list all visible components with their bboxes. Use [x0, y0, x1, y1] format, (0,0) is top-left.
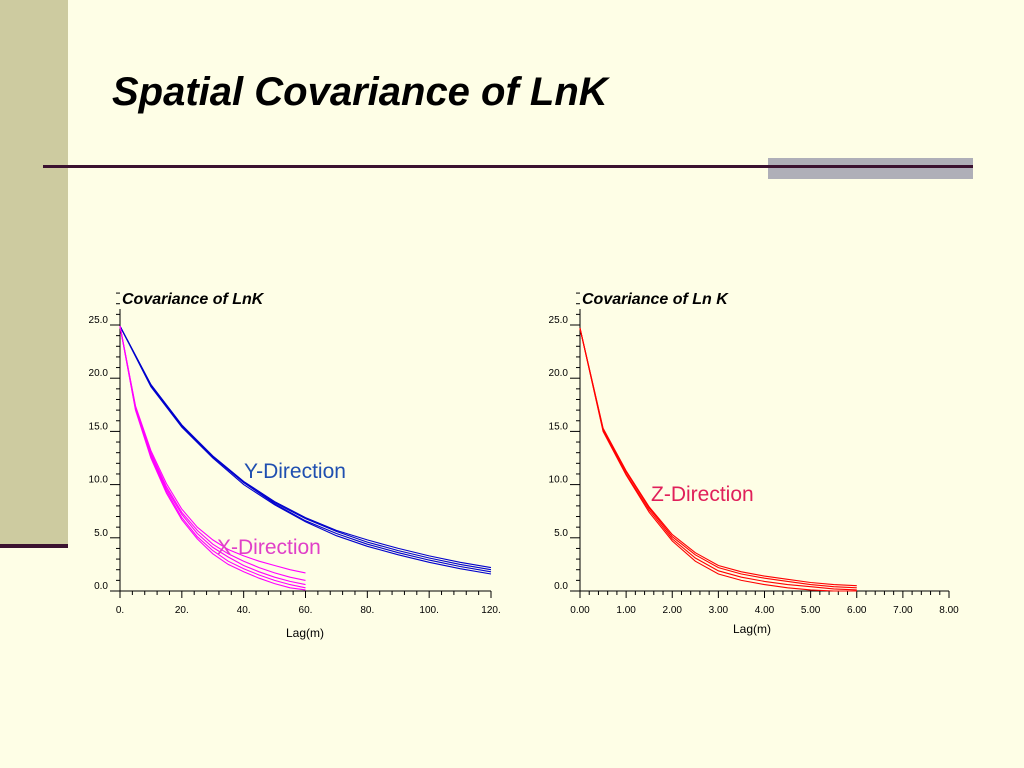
x-tick-label: 2.00 — [663, 605, 683, 616]
page-title: Spatial Covariance of LnK — [112, 70, 608, 114]
x-tick-label: 1.00 — [616, 605, 636, 616]
x-tick-label: 0.00 — [570, 605, 590, 616]
y-tick-label: 10.0 — [89, 475, 109, 486]
x-tick-label: 4.00 — [755, 605, 775, 616]
x-tick-label: 20. — [175, 605, 189, 616]
x-tick-label: 7.00 — [893, 605, 913, 616]
sidebar-decoration — [0, 0, 68, 548]
series-line-2 — [579, 328, 857, 591]
x-tick-label: 60. — [299, 605, 313, 616]
rule-accent-line — [768, 165, 973, 168]
x-tick-label: 3.00 — [709, 605, 729, 616]
title-rule — [43, 165, 973, 168]
x-tick-label: 40. — [237, 605, 251, 616]
series-line-1 — [579, 328, 857, 589]
x-tick-label: 8.00 — [939, 605, 959, 616]
series-line-1 — [119, 325, 492, 571]
x-tick-label: 120. — [481, 605, 500, 616]
x-tick-label: 0. — [116, 605, 124, 616]
series-line-3 — [119, 325, 492, 575]
annotation-label: Z-Direction — [651, 483, 754, 506]
chart-title: Covariance of LnK — [122, 291, 265, 308]
y-tick-label: 25.0 — [549, 315, 569, 326]
y-tick-label: 0.0 — [554, 581, 568, 592]
x-tick-label: 5.00 — [801, 605, 821, 616]
annotation-label: Y-Direction — [244, 460, 346, 483]
x-tick-label: 100. — [419, 605, 438, 616]
series-line-7 — [119, 325, 306, 589]
rule-accent-block — [768, 158, 973, 179]
chart-title: Covariance of Ln K — [582, 291, 729, 308]
series-line-8 — [119, 326, 306, 591]
y-tick-label: 20.0 — [89, 368, 109, 379]
y-tick-label: 5.0 — [94, 528, 108, 539]
y-tick-label: 20.0 — [549, 368, 569, 379]
y-tick-label: 10.0 — [549, 475, 569, 486]
y-tick-label: 5.0 — [554, 528, 568, 539]
series-line-3 — [579, 328, 857, 592]
series-line-0 — [579, 328, 857, 587]
x-axis-label: Lag(m) — [286, 626, 324, 640]
y-tick-label: 0.0 — [94, 581, 108, 592]
series-line-2 — [119, 325, 492, 573]
x-tick-label: 6.00 — [847, 605, 867, 616]
series-line-4 — [119, 325, 306, 574]
x-axis-label: Lag(m) — [733, 622, 771, 636]
y-tick-label: 15.0 — [549, 421, 569, 432]
x-tick-label: 80. — [360, 605, 374, 616]
y-tick-label: 15.0 — [89, 421, 109, 432]
y-tick-label: 25.0 — [89, 315, 109, 326]
sidebar-rule — [0, 544, 68, 548]
series-line-5 — [119, 325, 306, 581]
annotation-label: X-Direction — [217, 536, 321, 559]
